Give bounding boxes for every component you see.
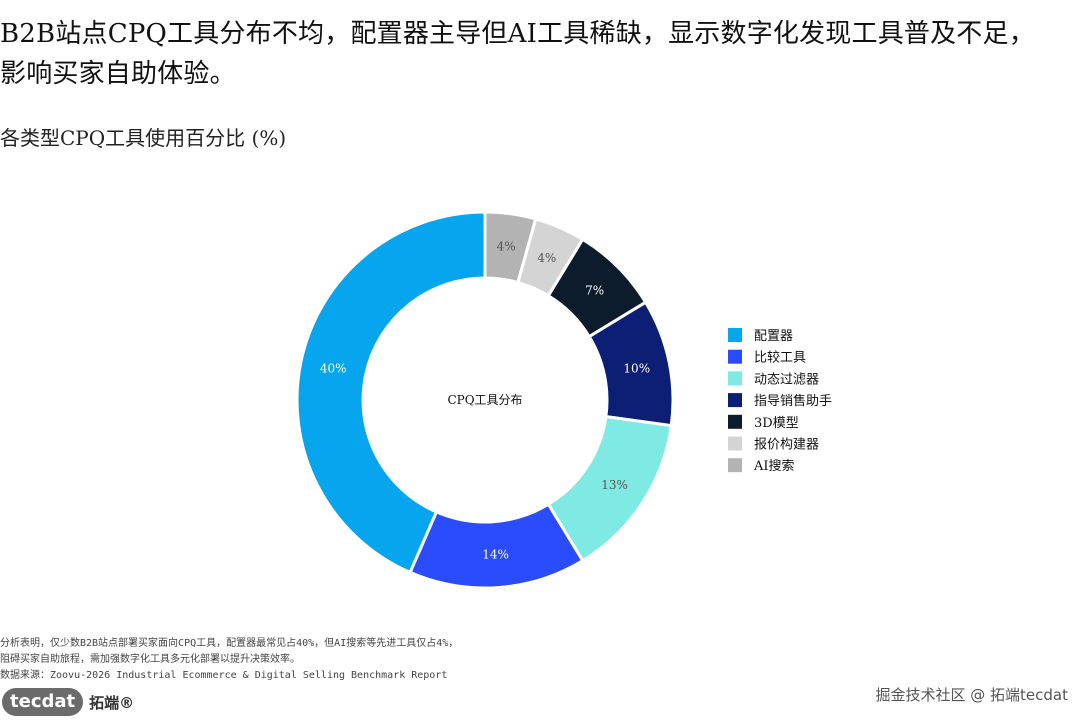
legend-swatch-1 xyxy=(728,349,742,364)
slice-label-6: 40% xyxy=(320,361,347,375)
legend-swatch-2 xyxy=(728,371,742,386)
chart-subtitle: 各类型CPQ工具使用百分比 (%) xyxy=(0,126,287,150)
watermark: 掘金技术社区 @ 拓端tecdat xyxy=(875,686,1069,704)
slice-label-0: 4% xyxy=(497,239,516,253)
legend-label-4: 3D模型 xyxy=(754,416,799,431)
brand-name: 拓端® xyxy=(89,693,135,712)
headline-line-2: 影响买家自助体验。 xyxy=(0,59,236,89)
legend-label-6: AI搜索 xyxy=(753,459,795,474)
legend-label-0: 配置器 xyxy=(754,329,793,344)
donut-center-label: CPQ工具分布 xyxy=(447,393,522,407)
legend-swatch-0 xyxy=(728,328,742,342)
legend-swatch-3 xyxy=(728,393,742,408)
legend-swatch-4 xyxy=(728,414,742,429)
slice-label-5: 14% xyxy=(482,548,509,562)
footer-source: 数据来源：Zoovu-2026 Industrial Ecommerce & D… xyxy=(0,670,448,681)
footer-notes: 分析表明，仅少数B2B站点部署买家面向CPQ工具，配置器最常见占40%，但AI搜… xyxy=(0,636,458,684)
footer-note-2: 阻碍买家自助旅程，需加强数字化工具多元化部署以提升决策效率。 xyxy=(0,654,300,665)
tecdat-badge: tecdat xyxy=(2,688,84,716)
legend-label-3: 指导销售助手 xyxy=(754,393,832,409)
footer-note-1: 分析表明，仅少数B2B站点部署买家面向CPQ工具，配置器最常见占40%，但AI搜… xyxy=(0,638,459,649)
legend-label-2: 动态过滤器 xyxy=(754,372,819,387)
legend-swatch-5 xyxy=(728,436,742,451)
headline-line-1: B2B站点CPQ工具分布不均，配置器主导但AI工具稀缺，显示数字化发现工具普及不… xyxy=(0,19,1035,49)
headline: B2B站点CPQ工具分布不均，配置器主导但AI工具稀缺，显示数字化发现工具普及不… xyxy=(0,14,1070,94)
slice-label-3: 10% xyxy=(623,361,650,375)
slice-label-2: 7% xyxy=(585,283,604,297)
brand-logo: tecdat 拓端® xyxy=(2,687,134,717)
legend-label-5: 报价构建器 xyxy=(754,438,819,453)
legend-swatch-6 xyxy=(728,458,742,473)
slice-5 xyxy=(408,502,585,590)
slice-label-4: 13% xyxy=(601,478,628,492)
legend-label-1: 比较工具 xyxy=(754,351,806,366)
slice-6 xyxy=(295,210,487,575)
slice-label-1: 4% xyxy=(537,251,556,265)
